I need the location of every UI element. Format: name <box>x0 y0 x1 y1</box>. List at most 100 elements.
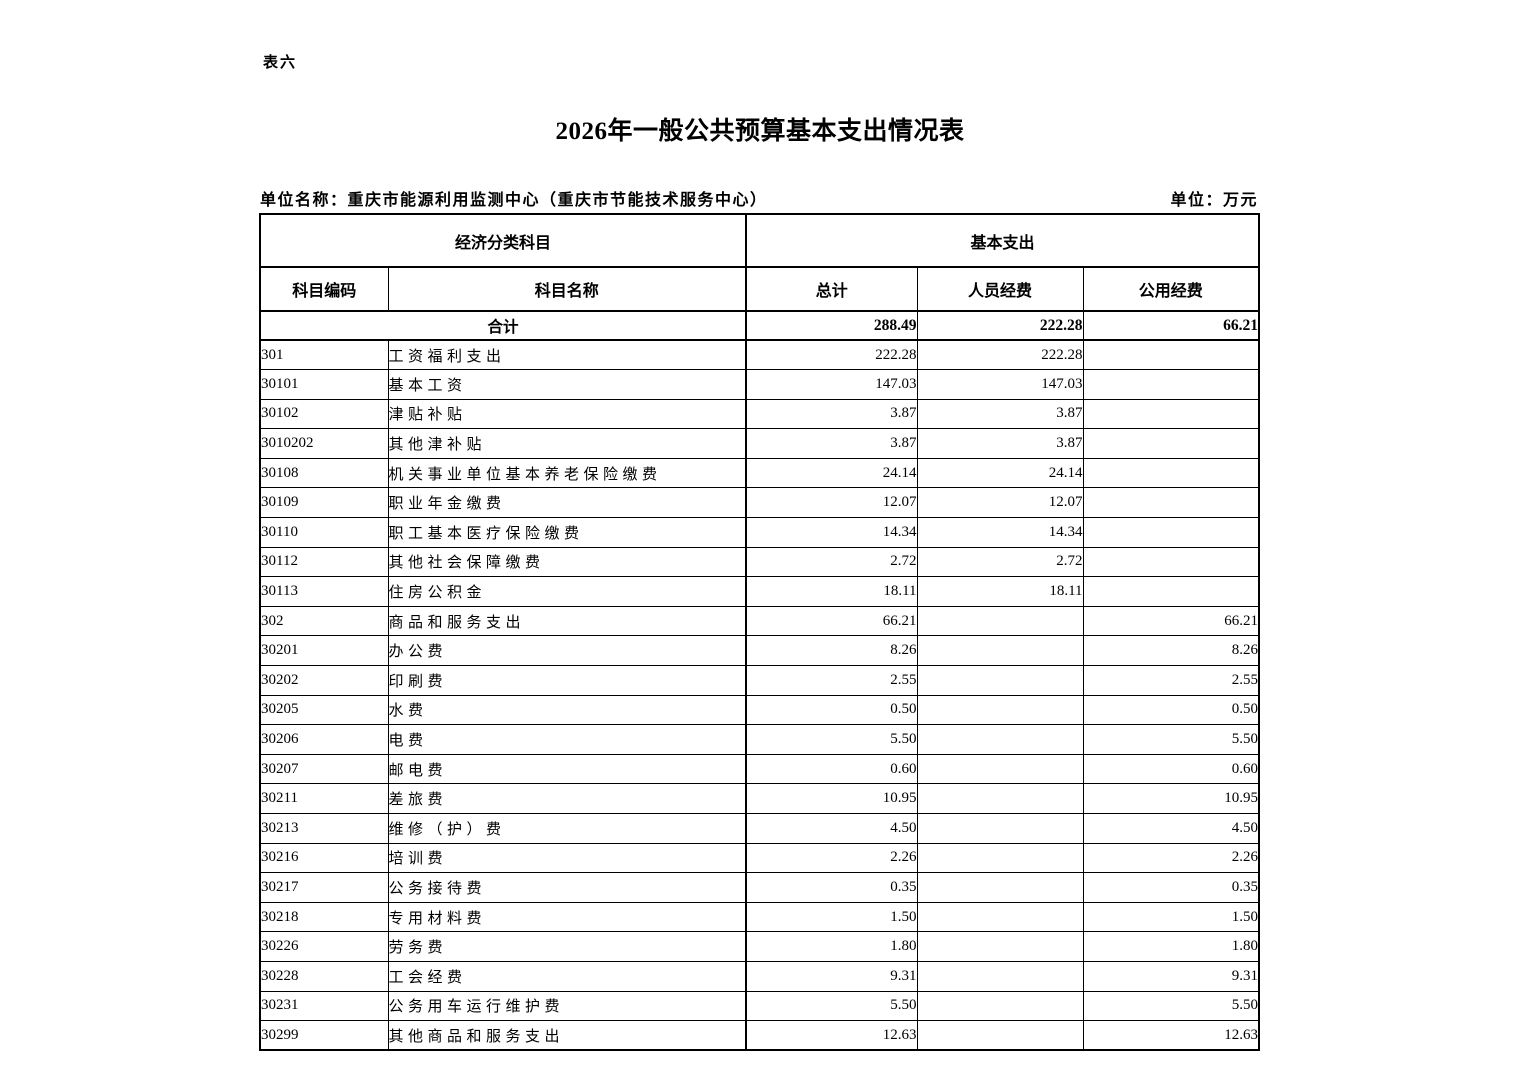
row-code: 30101 <box>259 369 389 400</box>
row-public: 1.50 <box>1082 901 1260 933</box>
row-code: 30226 <box>259 931 389 962</box>
row-total: 3.87 <box>745 398 918 430</box>
row-name: 印刷费 <box>387 665 747 696</box>
row-personnel <box>916 813 1084 844</box>
row-name: 公务接待费 <box>387 872 747 903</box>
header-group-row: 经济分类科目 基本支出 <box>259 213 1260 268</box>
row-name: 其他商品和服务支出 <box>387 1020 747 1051</box>
row-personnel <box>916 605 1084 637</box>
row-name: 差旅费 <box>387 783 747 814</box>
row-name: 劳务费 <box>387 931 747 962</box>
row-personnel: 18.11 <box>916 576 1084 607</box>
row-total: 12.63 <box>745 1020 918 1051</box>
unit-label: 单位：万元 <box>1170 192 1258 209</box>
table-row: 30201 办公费 8.26 8.26 <box>259 635 1260 667</box>
row-total: 0.50 <box>745 694 918 726</box>
header-basic-expenditure: 基本支出 <box>745 213 1260 268</box>
row-personnel <box>916 990 1084 1022</box>
row-total: 12.07 <box>745 487 918 519</box>
row-public <box>1082 576 1260 607</box>
row-public: 9.31 <box>1082 960 1260 992</box>
row-public: 5.50 <box>1082 990 1260 1022</box>
header-subject-code: 科目编码 <box>259 266 389 312</box>
row-name: 培训费 <box>387 842 747 874</box>
total-row: 合计 288.49 222.28 66.21 <box>259 310 1260 341</box>
table-row: 30108 机关事业单位基本养老保险缴费 24.14 24.14 <box>259 457 1260 489</box>
row-total: 9.31 <box>745 960 918 992</box>
table-row: 30213 维修（护）费 4.50 4.50 <box>259 813 1260 844</box>
row-code: 30110 <box>259 517 389 548</box>
row-code: 30109 <box>259 487 389 519</box>
row-name: 津贴补贴 <box>387 398 747 430</box>
row-code: 3010202 <box>259 428 389 459</box>
table-row: 30226 劳务费 1.80 1.80 <box>259 931 1260 962</box>
row-public: 0.50 <box>1082 694 1260 726</box>
row-code: 30102 <box>259 398 389 430</box>
row-total: 8.26 <box>745 635 918 667</box>
meta-line: 单位名称：重庆市能源利用监测中心（重庆市节能技术服务中心） 单位：万元 <box>260 186 1258 210</box>
row-personnel <box>916 872 1084 903</box>
row-code: 30216 <box>259 842 389 874</box>
row-total: 0.60 <box>745 753 918 785</box>
row-public: 12.63 <box>1082 1020 1260 1051</box>
row-public: 5.50 <box>1082 724 1260 755</box>
row-total: 222.28 <box>745 339 918 371</box>
row-public <box>1082 457 1260 489</box>
row-code: 30205 <box>259 694 389 726</box>
total-row-personnel: 222.28 <box>916 310 1084 341</box>
row-personnel: 3.87 <box>916 428 1084 459</box>
row-code: 30202 <box>259 665 389 696</box>
row-code: 30207 <box>259 753 389 785</box>
row-code: 30211 <box>259 783 389 814</box>
row-public: 2.55 <box>1082 665 1260 696</box>
row-public <box>1082 398 1260 430</box>
row-public <box>1082 546 1260 578</box>
row-personnel: 12.07 <box>916 487 1084 519</box>
row-personnel: 24.14 <box>916 457 1084 489</box>
row-public: 2.26 <box>1082 842 1260 874</box>
row-name: 住房公积金 <box>387 576 747 607</box>
row-name: 工资福利支出 <box>387 339 747 371</box>
row-name: 基本工资 <box>387 369 747 400</box>
page-title: 2026年一般公共预算基本支出情况表 <box>555 118 965 145</box>
row-total: 0.35 <box>745 872 918 903</box>
row-personnel <box>916 724 1084 755</box>
total-row-public: 66.21 <box>1082 310 1260 341</box>
row-personnel: 147.03 <box>916 369 1084 400</box>
row-total: 14.34 <box>745 517 918 548</box>
row-total: 147.03 <box>745 369 918 400</box>
row-name: 公务用车运行维护费 <box>387 990 747 1022</box>
table-row: 30112 其他社会保障缴费 2.72 2.72 <box>259 546 1260 578</box>
row-total: 5.50 <box>745 990 918 1022</box>
table-row: 30101 基本工资 147.03 147.03 <box>259 369 1260 400</box>
total-row-total: 288.49 <box>745 310 918 341</box>
row-public <box>1082 517 1260 548</box>
row-personnel <box>916 635 1084 667</box>
row-total: 66.21 <box>745 605 918 637</box>
row-code: 30206 <box>259 724 389 755</box>
row-public <box>1082 428 1260 459</box>
row-code: 30112 <box>259 546 389 578</box>
row-total: 1.80 <box>745 931 918 962</box>
row-name: 电费 <box>387 724 747 755</box>
row-public: 0.35 <box>1082 872 1260 903</box>
row-name: 维修（护）费 <box>387 813 747 844</box>
row-code: 30299 <box>259 1020 389 1051</box>
row-public <box>1082 487 1260 519</box>
table-row: 30109 职业年金缴费 12.07 12.07 <box>259 487 1260 519</box>
row-name: 邮电费 <box>387 753 747 785</box>
table-row: 30218 专用材料费 1.50 1.50 <box>259 901 1260 933</box>
table-row: 30206 电费 5.50 5.50 <box>259 724 1260 755</box>
table-row: 302 商品和服务支出 66.21 66.21 <box>259 605 1260 637</box>
header-total: 总计 <box>745 266 918 312</box>
table-tag: 表六 <box>263 54 298 71</box>
row-personnel <box>916 1020 1084 1051</box>
row-code: 302 <box>259 605 389 637</box>
row-personnel <box>916 665 1084 696</box>
row-personnel: 222.28 <box>916 339 1084 371</box>
row-public: 66.21 <box>1082 605 1260 637</box>
row-public: 4.50 <box>1082 813 1260 844</box>
table-row: 30207 邮电费 0.60 0.60 <box>259 753 1260 785</box>
table-row: 30228 工会经费 9.31 9.31 <box>259 960 1260 992</box>
